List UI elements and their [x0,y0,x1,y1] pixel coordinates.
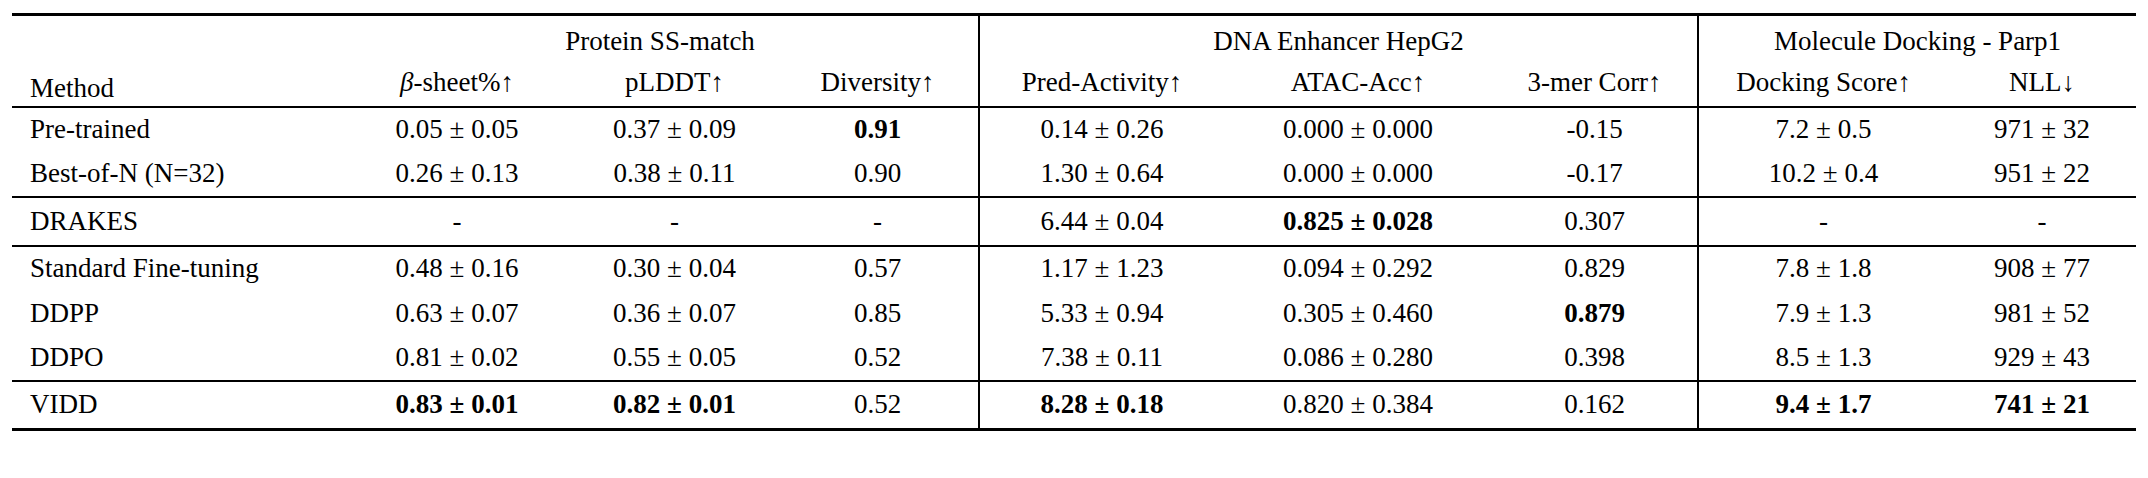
beta-symbol: β [400,67,413,97]
method-label: DRAKES [12,197,342,246]
cell: 0.82 ± 0.01 [572,381,777,430]
cell: 10.2 ± 0.4 [1698,152,1948,197]
method-label: Pre-trained [12,107,342,152]
table-header: Method Protein SS-match DNA Enhancer Hep… [12,15,2136,107]
cell: 0.829 [1492,246,1698,291]
cell: 908 ± 77 [1948,246,2136,291]
cell: 7.8 ± 1.8 [1698,246,1948,291]
cell: 0.000 ± 0.000 [1224,152,1492,197]
cell: 0.90 [777,152,979,197]
column-header-beta-sheet: β-sheet%↑ [342,59,572,107]
column-header-docking-score: Docking Score↑ [1698,59,1948,107]
cell: 0.14 ± 0.26 [979,107,1224,152]
table-row-ddpo: DDPO 0.81 ± 0.02 0.55 ± 0.05 0.52 7.38 ±… [12,336,2136,381]
cell: 0.81 ± 0.02 [342,336,572,381]
method-label: VIDD [12,381,342,430]
cell: 6.44 ± 0.04 [979,197,1224,246]
cell: 0.398 [1492,336,1698,381]
cell: 951 ± 22 [1948,152,2136,197]
group-header-molecule-docking-parp1: Molecule Docking - Parp1 [1698,15,2136,59]
cell: 0.086 ± 0.280 [1224,336,1492,381]
cell: 9.4 ± 1.7 [1698,381,1948,430]
cell: - [777,197,979,246]
cell: 0.094 ± 0.292 [1224,246,1492,291]
results-table-container: Method Protein SS-match DNA Enhancer Hep… [12,13,2136,431]
cell: - [342,197,572,246]
cell: 741 ± 21 [1948,381,2136,430]
cell: 0.30 ± 0.04 [572,246,777,291]
cell: -0.17 [1492,152,1698,197]
cell: 0.26 ± 0.13 [342,152,572,197]
method-label: Standard Fine-tuning [12,246,342,291]
cell: 0.307 [1492,197,1698,246]
cell: 7.2 ± 0.5 [1698,107,1948,152]
table-row-drakes: DRAKES - - - 6.44 ± 0.04 0.825 ± 0.028 0… [12,197,2136,246]
cell: - [1698,197,1948,246]
cell: 0.91 [777,107,979,152]
cell: -0.15 [1492,107,1698,152]
method-label: DDPP [12,291,342,336]
cell: 8.5 ± 1.3 [1698,336,1948,381]
cell: 0.52 [777,381,979,430]
cell: 0.162 [1492,381,1698,430]
column-header-atac-acc: ATAC-Acc↑ [1224,59,1492,107]
cell: 0.37 ± 0.09 [572,107,777,152]
column-header-nll: NLL↓ [1948,59,2136,107]
cell: 929 ± 43 [1948,336,2136,381]
column-header-method: Method [12,15,342,107]
cell: 1.17 ± 1.23 [979,246,1224,291]
cell: 0.305 ± 0.460 [1224,291,1492,336]
cell: 8.28 ± 0.18 [979,381,1224,430]
cell: 0.38 ± 0.11 [572,152,777,197]
cell: 0.05 ± 0.05 [342,107,572,152]
cell: 0.000 ± 0.000 [1224,107,1492,152]
group-header-row: Method Protein SS-match DNA Enhancer Hep… [12,15,2136,59]
table-row-ddpp: DDPP 0.63 ± 0.07 0.36 ± 0.07 0.85 5.33 ±… [12,291,2136,336]
column-header-3mer-corr: 3-mer Corr↑ [1492,59,1698,107]
cell: 0.48 ± 0.16 [342,246,572,291]
method-label: DDPO [12,336,342,381]
cell: 0.879 [1492,291,1698,336]
column-header-plddt: pLDDT↑ [572,59,777,107]
table-row-pretrained: Pre-trained 0.05 ± 0.05 0.37 ± 0.09 0.91… [12,107,2136,152]
table-row-vidd: VIDD 0.83 ± 0.01 0.82 ± 0.01 0.52 8.28 ±… [12,381,2136,430]
cell: 0.85 [777,291,979,336]
group-finetuning-baselines: Standard Fine-tuning 0.48 ± 0.16 0.30 ± … [12,246,2136,381]
table-row-standard-finetuning: Standard Fine-tuning 0.48 ± 0.16 0.30 ± … [12,246,2136,291]
cell: 0.63 ± 0.07 [342,291,572,336]
group-header-dna-enhancer-hepg2: DNA Enhancer HepG2 [979,15,1698,59]
cell: 0.83 ± 0.01 [342,381,572,430]
cell: - [1948,197,2136,246]
table-row-best-of-n: Best-of-N (N=32) 0.26 ± 0.13 0.38 ± 0.11… [12,152,2136,197]
cell: 0.825 ± 0.028 [1224,197,1492,246]
group-drakes: DRAKES - - - 6.44 ± 0.04 0.825 ± 0.028 0… [12,197,2136,246]
cell: 0.57 [777,246,979,291]
cell: 7.38 ± 0.11 [979,336,1224,381]
cell: 0.55 ± 0.05 [572,336,777,381]
cell: 7.9 ± 1.3 [1698,291,1948,336]
cell: 0.36 ± 0.07 [572,291,777,336]
cell: 5.33 ± 0.94 [979,291,1224,336]
beta-sheet-label: -sheet%↑ [413,67,513,97]
column-header-pred-activity: Pred-Activity↑ [979,59,1224,107]
cell: 971 ± 32 [1948,107,2136,152]
cell: - [572,197,777,246]
group-vidd: VIDD 0.83 ± 0.01 0.82 ± 0.01 0.52 8.28 ±… [12,381,2136,430]
group-header-protein-ss-match: Protein SS-match [342,15,979,59]
cell: 1.30 ± 0.64 [979,152,1224,197]
group-baselines: Pre-trained 0.05 ± 0.05 0.37 ± 0.09 0.91… [12,107,2136,197]
column-header-diversity: Diversity↑ [777,59,979,107]
cell: 0.52 [777,336,979,381]
method-label: Best-of-N (N=32) [12,152,342,197]
cell: 981 ± 52 [1948,291,2136,336]
benchmark-results-table: Method Protein SS-match DNA Enhancer Hep… [12,13,2136,431]
cell: 0.820 ± 0.384 [1224,381,1492,430]
